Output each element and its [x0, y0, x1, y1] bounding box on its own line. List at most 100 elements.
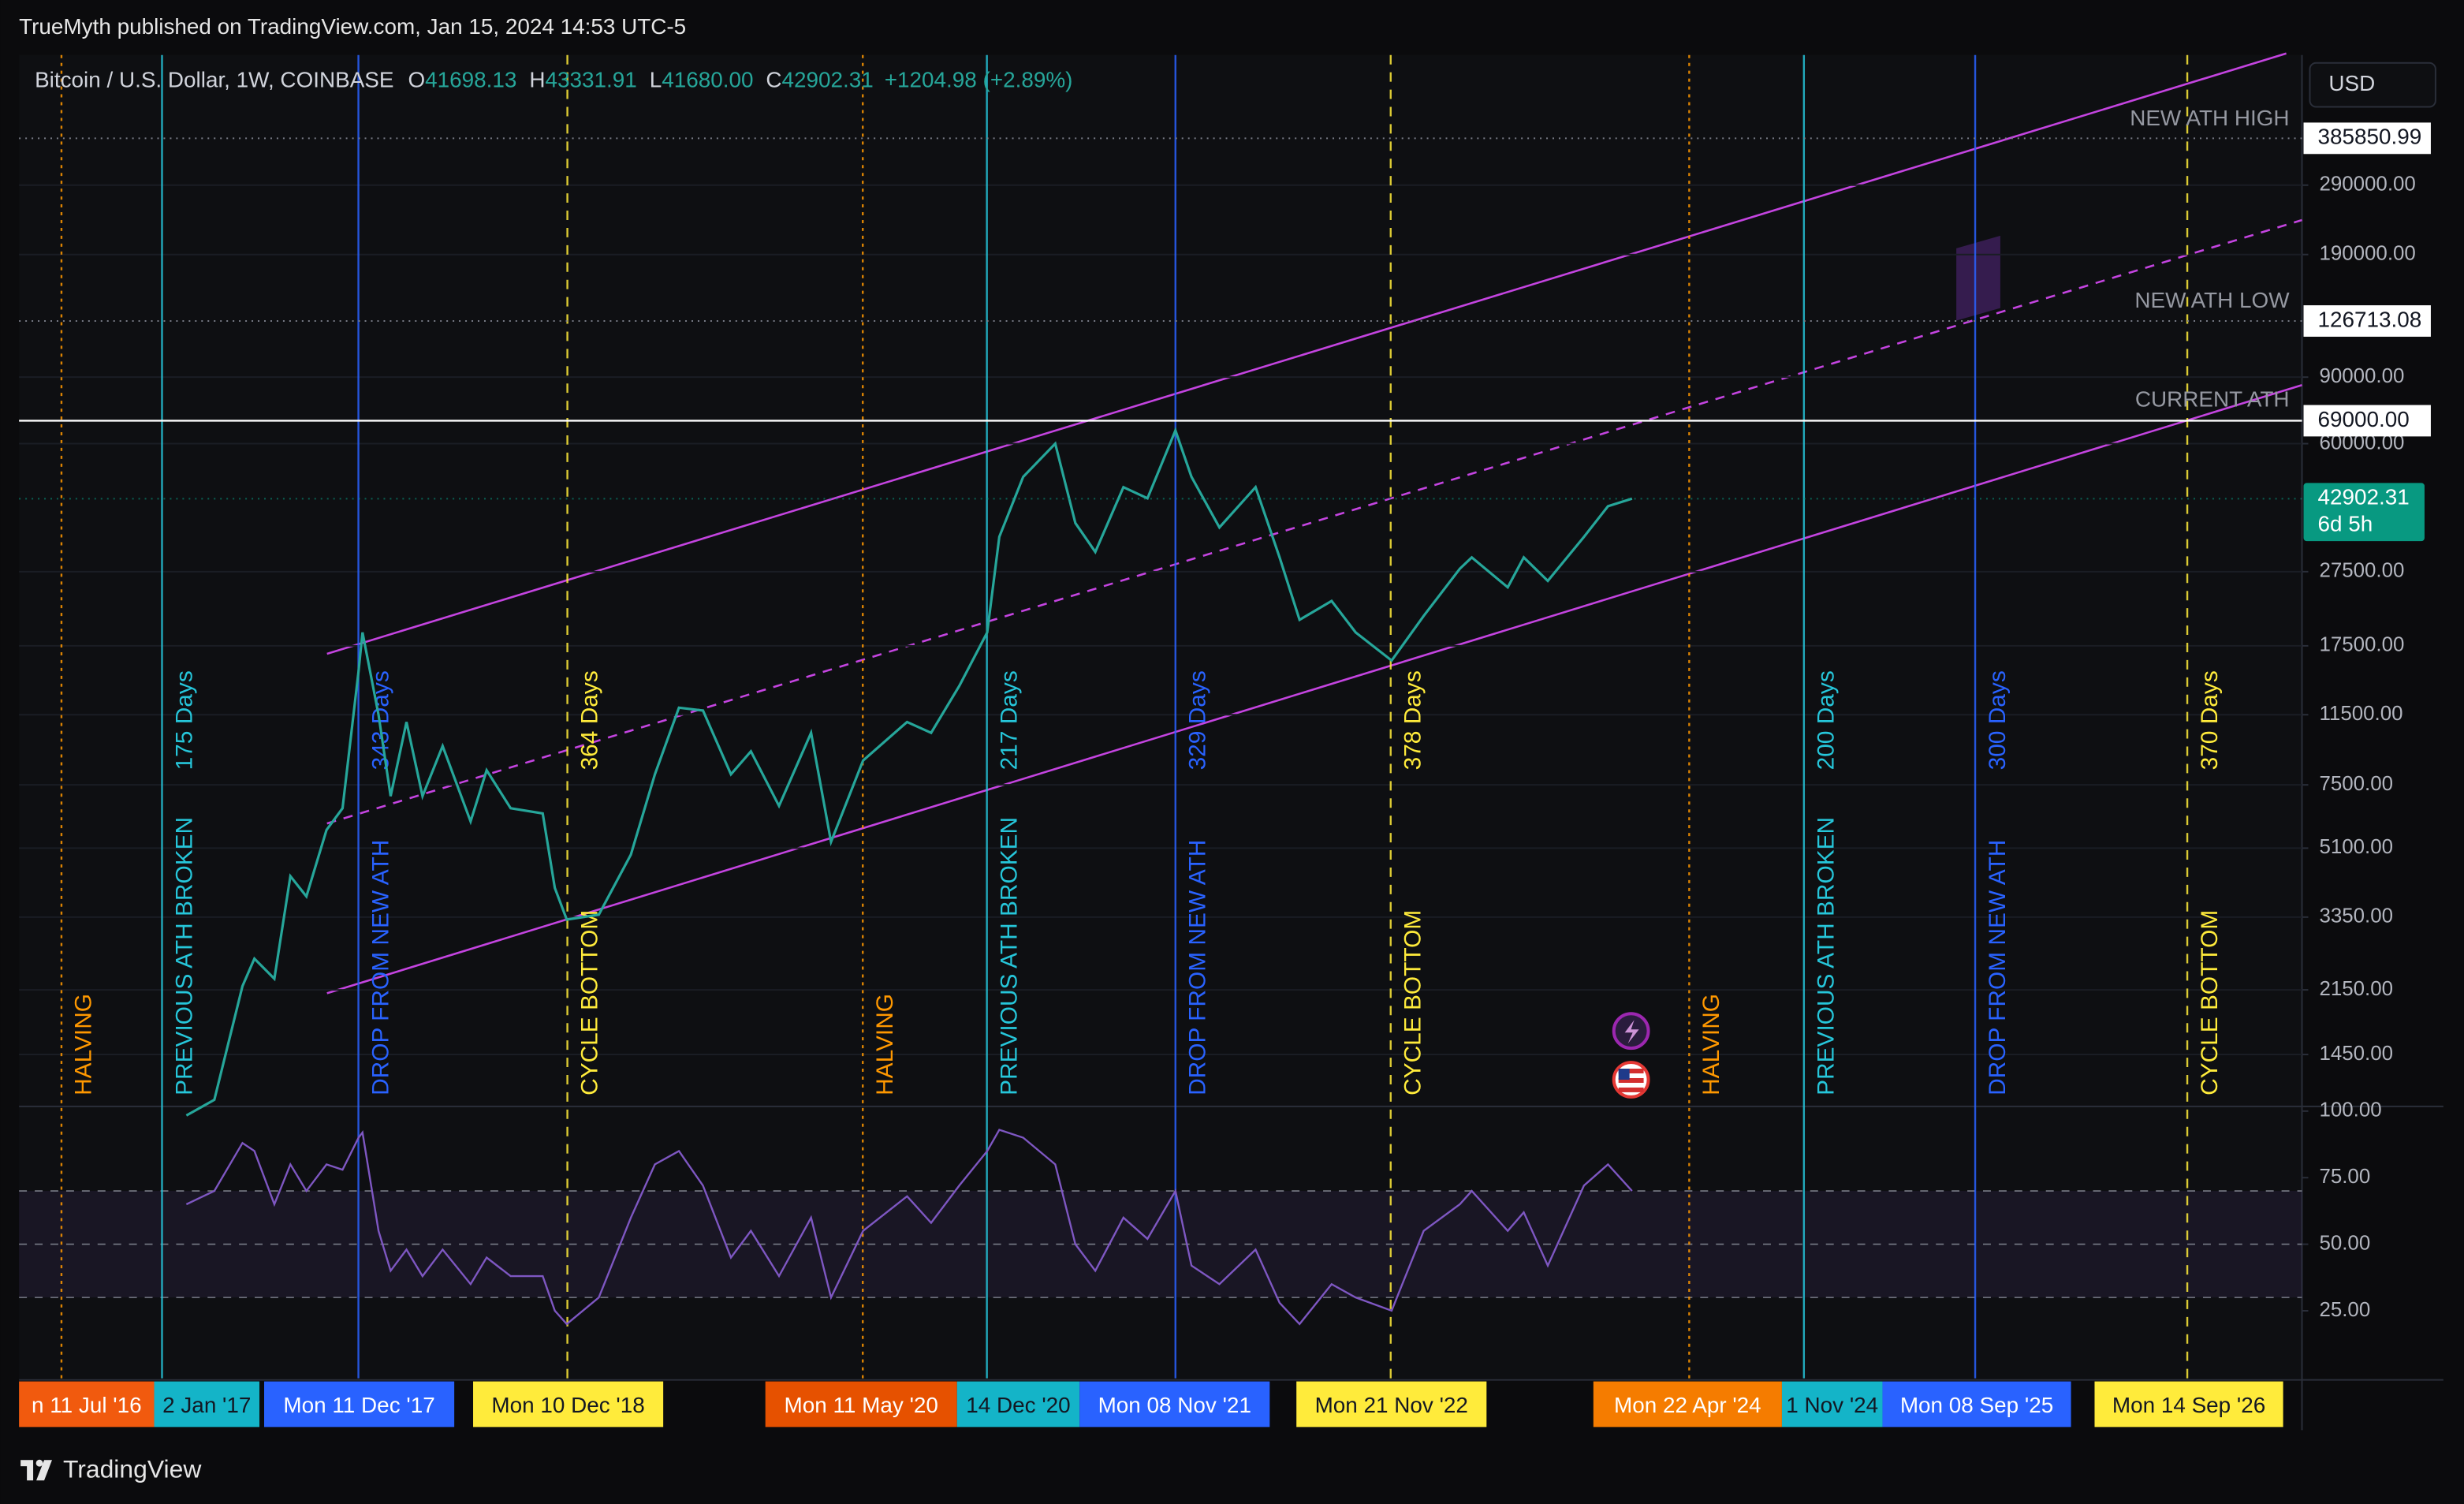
- y-tick-label: 11500.00: [2319, 703, 2402, 725]
- event-label: DROP FROM NEW ATH: [1185, 840, 1211, 1095]
- rsi-tick-label: 50.00: [2319, 1232, 2370, 1254]
- event-label: PREVIOUS ATH BROKEN: [171, 817, 197, 1095]
- date-label: Mon 22 Apr '24: [1614, 1393, 1761, 1417]
- y-tick-label: 17500.00: [2319, 634, 2404, 656]
- date-box: [765, 1381, 957, 1427]
- date-box: [956, 1381, 1080, 1427]
- event-label: DROP FROM NEW ATH: [1985, 840, 2011, 1095]
- event-label: DROP FROM NEW ATH: [367, 840, 393, 1095]
- channel: [326, 52, 2302, 995]
- symbol-legend: Bitcoin / U.S. Dollar, 1W, COINBASE O4169…: [35, 68, 1072, 92]
- date-box: [473, 1381, 664, 1427]
- footer-brand: TradingView: [63, 1455, 202, 1483]
- ohlc-value: 41680.00: [662, 68, 753, 92]
- rsi-tick-label: 100.00: [2319, 1099, 2381, 1121]
- logo-mark: [21, 1460, 34, 1481]
- channel-lower: [326, 383, 2302, 995]
- event-days: 378 Days: [1400, 670, 1426, 770]
- date-box: [1593, 1381, 1782, 1427]
- date-label: Mon 11 Dec '17: [283, 1393, 434, 1417]
- level-price-label: 385850.99: [2317, 125, 2421, 149]
- event-label: CYCLE BOTTOM: [576, 910, 602, 1095]
- currency-label: USD: [2328, 71, 2375, 95]
- event-label: PREVIOUS ATH BROKEN: [996, 817, 1022, 1095]
- y-tick-label: 90000.00: [2319, 365, 2404, 387]
- ohlc-value: 41698.13: [425, 68, 516, 92]
- flag-stripe: [1618, 1077, 1644, 1083]
- date-label: 2 Jan '17: [162, 1393, 251, 1417]
- level-name: CURRENT ATH: [2135, 387, 2290, 412]
- ohlc-key: O: [408, 68, 425, 92]
- rsi-line: [185, 1129, 1633, 1326]
- level-price-box: [2303, 122, 2431, 155]
- rsi-tick-label: 25.00: [2319, 1299, 2370, 1321]
- currency-button[interactable]: [2309, 62, 2436, 108]
- date-label: Mon 10 Dec '18: [491, 1393, 644, 1417]
- event-label: HALVING: [71, 994, 97, 1095]
- last-price-label: 42902.31: [2317, 485, 2409, 509]
- y-tick-label: 3350.00: [2319, 905, 2393, 927]
- last-price-box: [2303, 483, 2425, 542]
- flag-stripe: [1618, 1069, 1644, 1074]
- footer-logo: [21, 1459, 52, 1481]
- y-tick-label: 1450.00: [2319, 1043, 2393, 1065]
- rsi-tick-label: 75.00: [2319, 1166, 2370, 1188]
- date-label: 14 Dec '20: [966, 1393, 1070, 1417]
- event-label: HALVING: [872, 994, 898, 1095]
- channel-upper: [326, 52, 2287, 655]
- ohlc-key: C: [766, 68, 781, 92]
- date-box: [1079, 1381, 1270, 1427]
- lightning-icon: [1624, 1020, 1639, 1044]
- chart-layer: 290000.00190000.0090000.0060000.0027500.…: [19, 54, 2431, 1427]
- level-price-label: 126713.08: [2317, 307, 2421, 331]
- event-days: 329 Days: [1185, 670, 1211, 770]
- event-label: CYCLE BOTTOM: [1400, 910, 1426, 1095]
- event-days: 370 Days: [2197, 670, 2223, 770]
- event-label: HALVING: [1698, 994, 1724, 1095]
- date-label: Mon 08 Sep '25: [1900, 1393, 2053, 1417]
- level-name: NEW ATH LOW: [2134, 288, 2290, 312]
- event-label: PREVIOUS ATH BROKEN: [1814, 817, 1840, 1095]
- rsi-band: [19, 1191, 2302, 1298]
- level-price-box: [2303, 305, 2431, 337]
- rsi-pane: [19, 1106, 2302, 1379]
- symbol-name: Bitcoin / U.S. Dollar, 1W, COINBASE: [35, 68, 393, 92]
- date-box: [19, 1381, 155, 1427]
- date-label: n 11 Jul '16: [32, 1393, 142, 1417]
- flag-canton: [1618, 1069, 1630, 1080]
- level-name: NEW ATH HIGH: [2130, 106, 2289, 130]
- price-change: +1204.98 (+2.89%): [885, 68, 1073, 92]
- level-price-label: 69000.00: [2317, 407, 2409, 431]
- date-label: Mon 11 May '20: [785, 1393, 938, 1417]
- event-days: 200 Days: [1814, 670, 1840, 770]
- date-box: [1882, 1381, 2071, 1427]
- event-days: 217 Days: [996, 670, 1022, 770]
- y-tick-label: 5100.00: [2319, 836, 2393, 858]
- logo-mark: [36, 1460, 52, 1481]
- event-days: 175 Days: [171, 670, 197, 770]
- event-days: 300 Days: [1985, 670, 2011, 770]
- event-days: 364 Days: [576, 670, 602, 770]
- flag-stripe: [1618, 1087, 1644, 1092]
- date-label: Mon 08 Nov '21: [1098, 1393, 1251, 1417]
- ohlc-value: 42902.31: [782, 68, 874, 92]
- event-label: CYCLE BOTTOM: [2197, 910, 2223, 1095]
- y-tick-label: 2150.00: [2319, 978, 2393, 1000]
- date-box: [2094, 1381, 2283, 1427]
- date-label: Mon 21 Nov '22: [1315, 1393, 1468, 1417]
- date-label: 1 Nov '24: [1786, 1393, 1878, 1417]
- target-zone: [1956, 235, 2000, 321]
- date-box: [1781, 1381, 1883, 1427]
- logo-mark: [35, 1459, 43, 1467]
- ohlc-key: H: [529, 68, 545, 92]
- date-box: [264, 1381, 455, 1427]
- date-box: [154, 1381, 260, 1427]
- ohlc-value: 43331.91: [545, 68, 636, 92]
- y-tick-label: 190000.00: [2319, 243, 2415, 265]
- y-tick-label: 7500.00: [2319, 773, 2393, 795]
- date-label: Mon 14 Sep '26: [2112, 1393, 2265, 1417]
- y-tick-label: 27500.00: [2319, 560, 2404, 582]
- level-price-box: [2303, 405, 2431, 437]
- last-price-countdown: 6d 5h: [2317, 512, 2373, 536]
